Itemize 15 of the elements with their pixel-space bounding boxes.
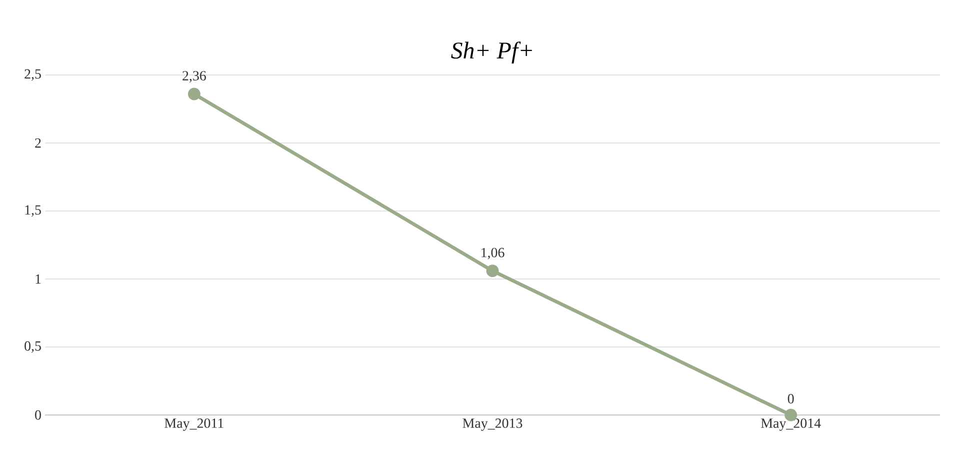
x-tick-label: May_2011 [164, 418, 224, 431]
y-tick-label: 0,5 [24, 341, 41, 353]
x-tick-label: May_2013 [462, 418, 522, 431]
data-label: 1,06 [482, 248, 504, 260]
x-tick-label: May_2014 [761, 418, 821, 431]
chart-title: Sh+ Pf+ [451, 42, 532, 64]
data-label: 0 [788, 394, 794, 404]
y-tick-label: 1,5 [25, 205, 41, 217]
point [188, 88, 200, 100]
y-tick-label: 2,5 [24, 69, 41, 81]
y-tick-label: 2 [35, 138, 41, 148]
y-tick-label: 0 [35, 410, 41, 420]
point [486, 264, 499, 278]
y-tick-label: 1 [36, 274, 41, 284]
data-label: 2,36 [182, 71, 206, 82]
